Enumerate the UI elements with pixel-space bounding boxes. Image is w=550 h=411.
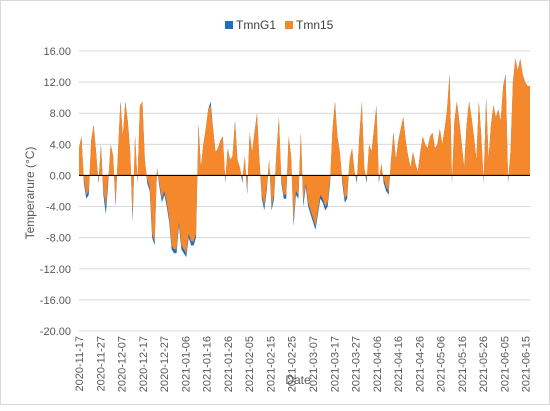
legend: TmnG1 Tmn15	[225, 18, 334, 32]
x-tick-label: 2020-12-07	[117, 336, 129, 392]
x-tick-labels: 2020-11-17 2020-11-27 2020-12-07 2020-12-17…	[74, 336, 533, 392]
x-tick-label: 2021-06-15	[521, 336, 533, 392]
x-tick-label: 2021-03-27	[351, 336, 363, 392]
y-tick-label: 16.00	[43, 46, 71, 58]
x-tick-label: 2020-12-17	[138, 336, 150, 392]
legend-swatch-tmng1	[225, 21, 233, 29]
x-tick-label: 2021-02-25	[287, 336, 299, 392]
x-tick-label: 2021-02-05	[244, 336, 256, 392]
y-tick-label: 0.00	[50, 170, 71, 182]
y-tick-label: -12.00	[40, 264, 71, 276]
x-tick-label: 2021-05-26	[478, 336, 490, 392]
x-tick-label: 2021-03-17	[329, 336, 341, 392]
y-tick-label: -20.00	[40, 326, 71, 338]
y-tick-label: 8.00	[50, 108, 71, 120]
x-tick-label: 2021-05-16	[457, 336, 469, 392]
y-tick-label: -16.00	[40, 295, 71, 307]
x-tick-label: 2021-05-06	[436, 336, 448, 392]
y-tick-label: -4.00	[46, 202, 71, 214]
y-axis-title: Temperarure (°C)	[23, 147, 37, 240]
x-tick-label: 2021-01-06	[180, 336, 192, 392]
x-tick-label: 2020-12-27	[159, 336, 171, 392]
x-tick-label: 2021-06-05	[500, 336, 512, 392]
x-axis-title: Date	[285, 373, 311, 387]
y-tick-label: 12.00	[43, 77, 71, 89]
x-tick-label: 2021-01-26	[223, 336, 235, 392]
y-tick-labels: 16.00 12.00 8.00 4.00 0.00 -4.00 -8.00 -12.00 -1…	[40, 46, 71, 338]
legend-label-tmn15: Tmn15	[296, 18, 334, 32]
y-tick-label: 4.00	[50, 139, 71, 151]
x-tick-label: 2021-01-16	[202, 336, 214, 392]
x-tick-label: 2021-02-15	[266, 336, 278, 392]
legend-label-tmng1: TmnG1	[236, 18, 276, 32]
series-areas	[79, 58, 530, 258]
x-tick-label: 2020-11-27	[95, 336, 107, 391]
x-tick-label: 2020-11-17	[74, 336, 86, 391]
y-tick-label: -8.00	[46, 233, 71, 245]
x-tick-label: 2021-04-26	[414, 336, 426, 392]
series-area-tmn15	[79, 58, 530, 254]
x-tick-label: 2021-03-07	[308, 336, 320, 392]
x-tick-label: 2021-04-06	[372, 336, 384, 392]
legend-swatch-tmn15	[285, 21, 293, 29]
x-tick-label: 2021-04-16	[393, 336, 405, 392]
